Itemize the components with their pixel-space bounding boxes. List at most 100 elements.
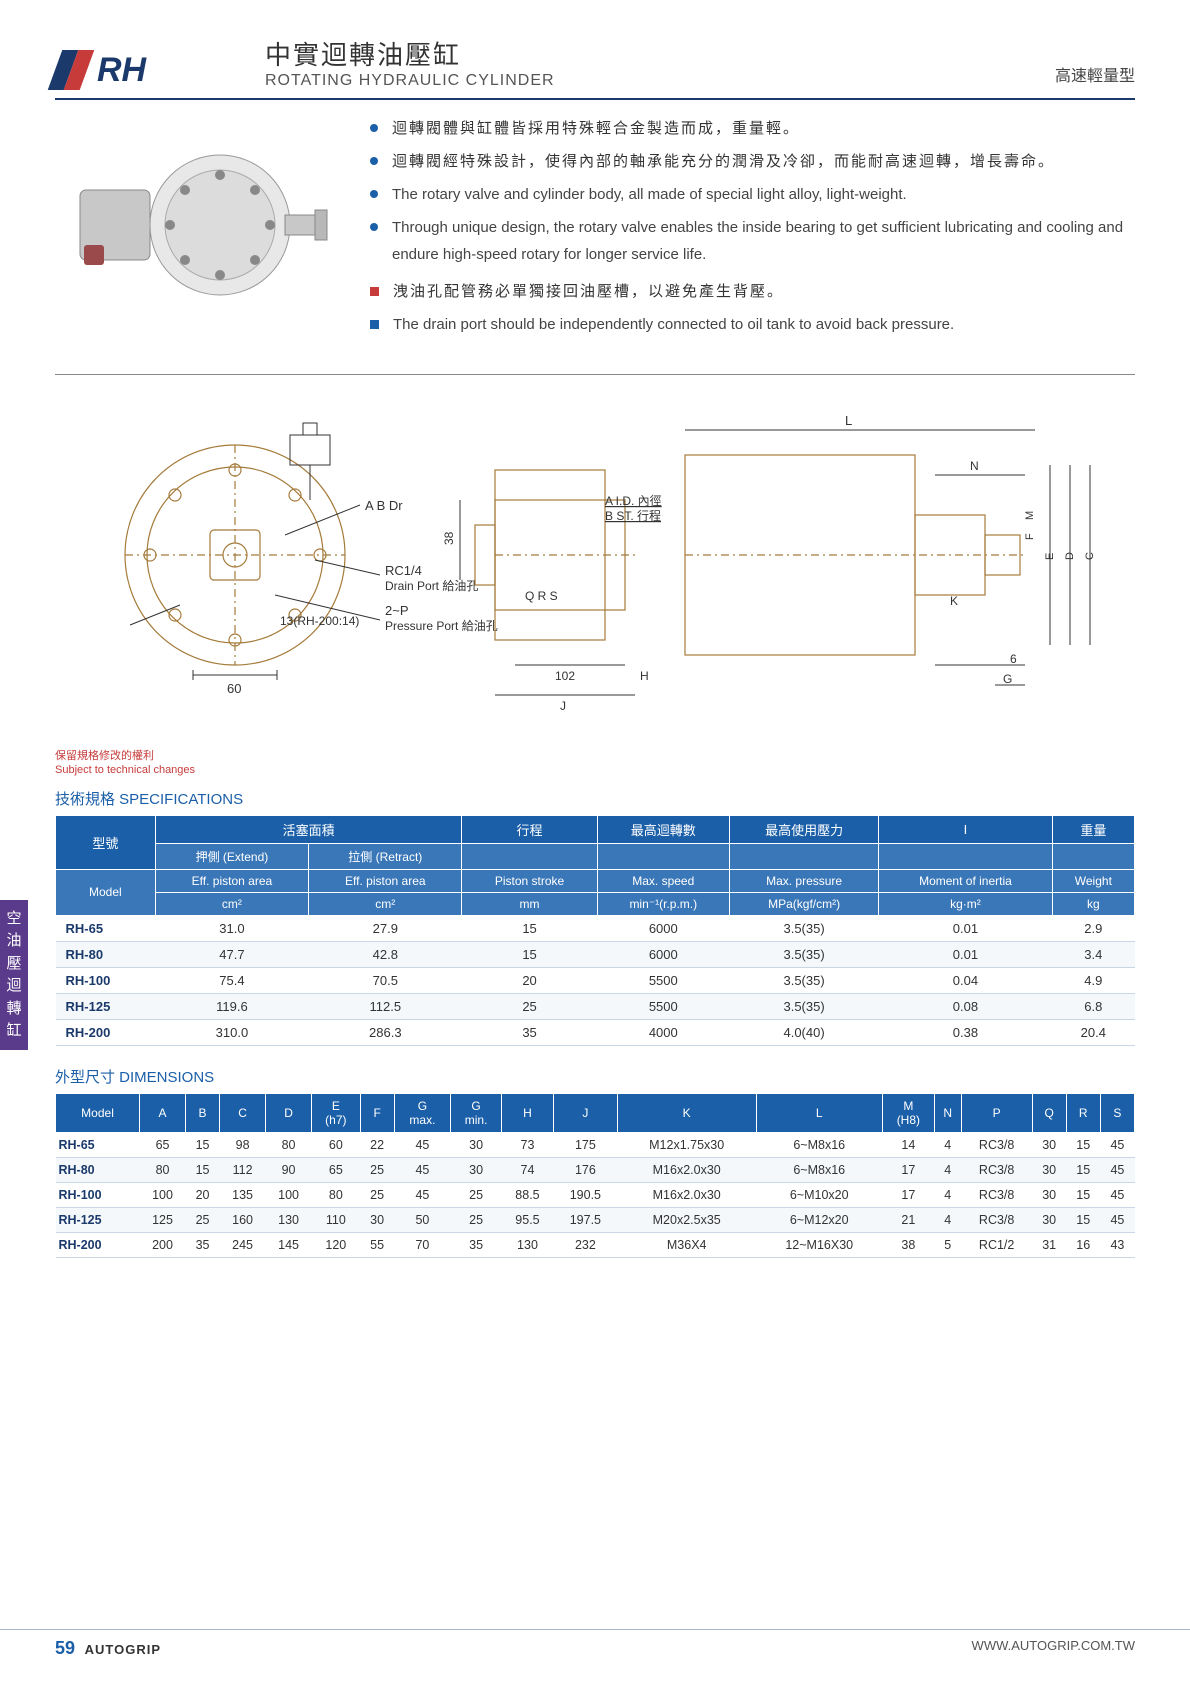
- cell: 25: [360, 1182, 394, 1207]
- cell: 25: [360, 1157, 394, 1182]
- th-dim: Model: [56, 1093, 140, 1132]
- cell: M20x2.5x35: [617, 1207, 756, 1232]
- th-dim: N: [934, 1093, 961, 1132]
- technical-change-note: 保留規格修改的權利 Subject to technical changes: [55, 749, 1135, 778]
- cell: 17: [882, 1157, 934, 1182]
- th-unit: kg: [1052, 892, 1134, 915]
- cell: 35: [451, 1232, 502, 1257]
- cell: 30: [1032, 1207, 1066, 1232]
- svg-text:Pressure Port 給油孔: Pressure Port 給油孔: [385, 619, 498, 633]
- cell: 16: [1066, 1232, 1100, 1257]
- th-dim: K: [617, 1093, 756, 1132]
- feature-en-2: Through unique design, the rotary valve …: [392, 214, 1135, 268]
- th-unit: min⁻¹(r.p.m.): [597, 892, 729, 915]
- cell: RC1/2: [961, 1232, 1032, 1257]
- cell: 6~M8x16: [756, 1157, 882, 1182]
- type-label: 高速輕量型: [1055, 62, 1135, 90]
- th-eff-ret: Eff. piston area: [309, 869, 462, 892]
- table-row: RH-200310.0286.33540004.0(40)0.3820.4: [56, 1019, 1135, 1045]
- spec-section-label: 技術規格 SPECIFICATIONS: [55, 788, 1135, 809]
- cell: 22: [360, 1132, 394, 1157]
- footnote-cn: 保留規格修改的權利: [55, 749, 1135, 763]
- cell: 3.5(35): [729, 941, 878, 967]
- svg-text:M: M: [1024, 510, 1036, 519]
- feature-en-1: The rotary valve and cylinder body, all …: [392, 181, 907, 208]
- cell: 80: [266, 1132, 312, 1157]
- th-piston-area: 活塞面積: [155, 815, 462, 843]
- cell: 0.01: [879, 915, 1052, 941]
- cell: 45: [1100, 1157, 1134, 1182]
- square-bullet-icon: [370, 320, 379, 329]
- cell: 3.4: [1052, 941, 1134, 967]
- cell: 4000: [597, 1019, 729, 1045]
- svg-text:D: D: [1064, 552, 1076, 560]
- cell: 20: [186, 1182, 220, 1207]
- cell: 6~M8x16: [756, 1132, 882, 1157]
- cell: 35: [186, 1232, 220, 1257]
- cell-model: RH-65: [56, 1132, 140, 1157]
- intro-section: 迴轉閥體與缸體皆採用特殊輕合金製造而成，重量輕。 迴轉閥經特殊設計，使得內部的軸…: [55, 115, 1135, 344]
- svg-text:L: L: [845, 413, 852, 428]
- cell: 197.5: [553, 1207, 617, 1232]
- cell: 4: [934, 1157, 961, 1182]
- cell: 3.5(35): [729, 967, 878, 993]
- svg-text:13(RH-200:14): 13(RH-200:14): [280, 614, 359, 628]
- svg-text:Drain Port 給油孔: Drain Port 給油孔: [385, 579, 478, 593]
- cell: 5500: [597, 993, 729, 1019]
- svg-text:H: H: [640, 669, 649, 683]
- cell: M36X4: [617, 1232, 756, 1257]
- cell: 6~M12x20: [756, 1207, 882, 1232]
- cell-model: RH-125: [56, 993, 156, 1019]
- cell: 160: [220, 1207, 266, 1232]
- series-code: RH: [97, 51, 146, 90]
- cell: 30: [1032, 1182, 1066, 1207]
- cell: 15: [462, 941, 597, 967]
- cell-model: RH-100: [56, 1182, 140, 1207]
- cell: 4: [934, 1207, 961, 1232]
- cell: 45: [394, 1182, 451, 1207]
- cell: 25: [451, 1207, 502, 1232]
- cell: 130: [502, 1232, 554, 1257]
- svg-text:38: 38: [442, 531, 456, 545]
- table-row: RH-1251252516013011030502595.5197.5M20x2…: [56, 1207, 1135, 1232]
- cell: RC3/8: [961, 1182, 1032, 1207]
- cell: 30: [451, 1157, 502, 1182]
- cell: 125: [140, 1207, 186, 1232]
- cell: 112.5: [309, 993, 462, 1019]
- svg-text:RC1/4: RC1/4: [385, 563, 422, 578]
- svg-text:A I.D. 內徑: A I.D. 內徑: [605, 494, 662, 508]
- cell: 120: [312, 1232, 361, 1257]
- th-unit: cm²: [155, 892, 308, 915]
- cell: 0.04: [879, 967, 1052, 993]
- table-row: RH-8047.742.81560003.5(35)0.013.4: [56, 941, 1135, 967]
- square-bullet-icon: [370, 287, 379, 296]
- cell: 6.8: [1052, 993, 1134, 1019]
- th-speed-cn: 最高迴轉數: [597, 815, 729, 843]
- dims-section-label: 外型尺寸 DIMENSIONS: [55, 1066, 1135, 1087]
- cell: 17: [882, 1182, 934, 1207]
- cell: 119.6: [155, 993, 308, 1019]
- cell: 35: [462, 1019, 597, 1045]
- footer-brand: AUTOGRIP: [85, 1642, 161, 1657]
- cell: 3.5(35): [729, 993, 878, 1019]
- cell: 45: [394, 1132, 451, 1157]
- cell: 15: [1066, 1207, 1100, 1232]
- feature-list: 迴轉閥體與缸體皆採用特殊輕合金製造而成，重量輕。 迴轉閥經特殊設計，使得內部的軸…: [370, 115, 1135, 344]
- svg-text:F: F: [1024, 533, 1036, 540]
- side-tab: 空油壓迴轉缸: [0, 900, 28, 1050]
- table-row: RH-100100201351008025452588.5190.5M16x2.…: [56, 1182, 1135, 1207]
- cell: 15: [186, 1132, 220, 1157]
- cell: 0.01: [879, 941, 1052, 967]
- th-retract: 拉側 (Retract): [309, 843, 462, 869]
- cell: RC3/8: [961, 1207, 1032, 1232]
- svg-text:N: N: [970, 459, 979, 473]
- title-cn: 中實迴轉油壓缸: [265, 35, 1055, 72]
- bullet-icon: [370, 223, 378, 231]
- cell: 135: [220, 1182, 266, 1207]
- cell: M16x2.0x30: [617, 1157, 756, 1182]
- th-dim: A: [140, 1093, 186, 1132]
- cell: 95.5: [502, 1207, 554, 1232]
- side-tab-char: 油: [6, 930, 21, 953]
- th-dim: P: [961, 1093, 1032, 1132]
- side-tab-char: 缸: [6, 1020, 21, 1043]
